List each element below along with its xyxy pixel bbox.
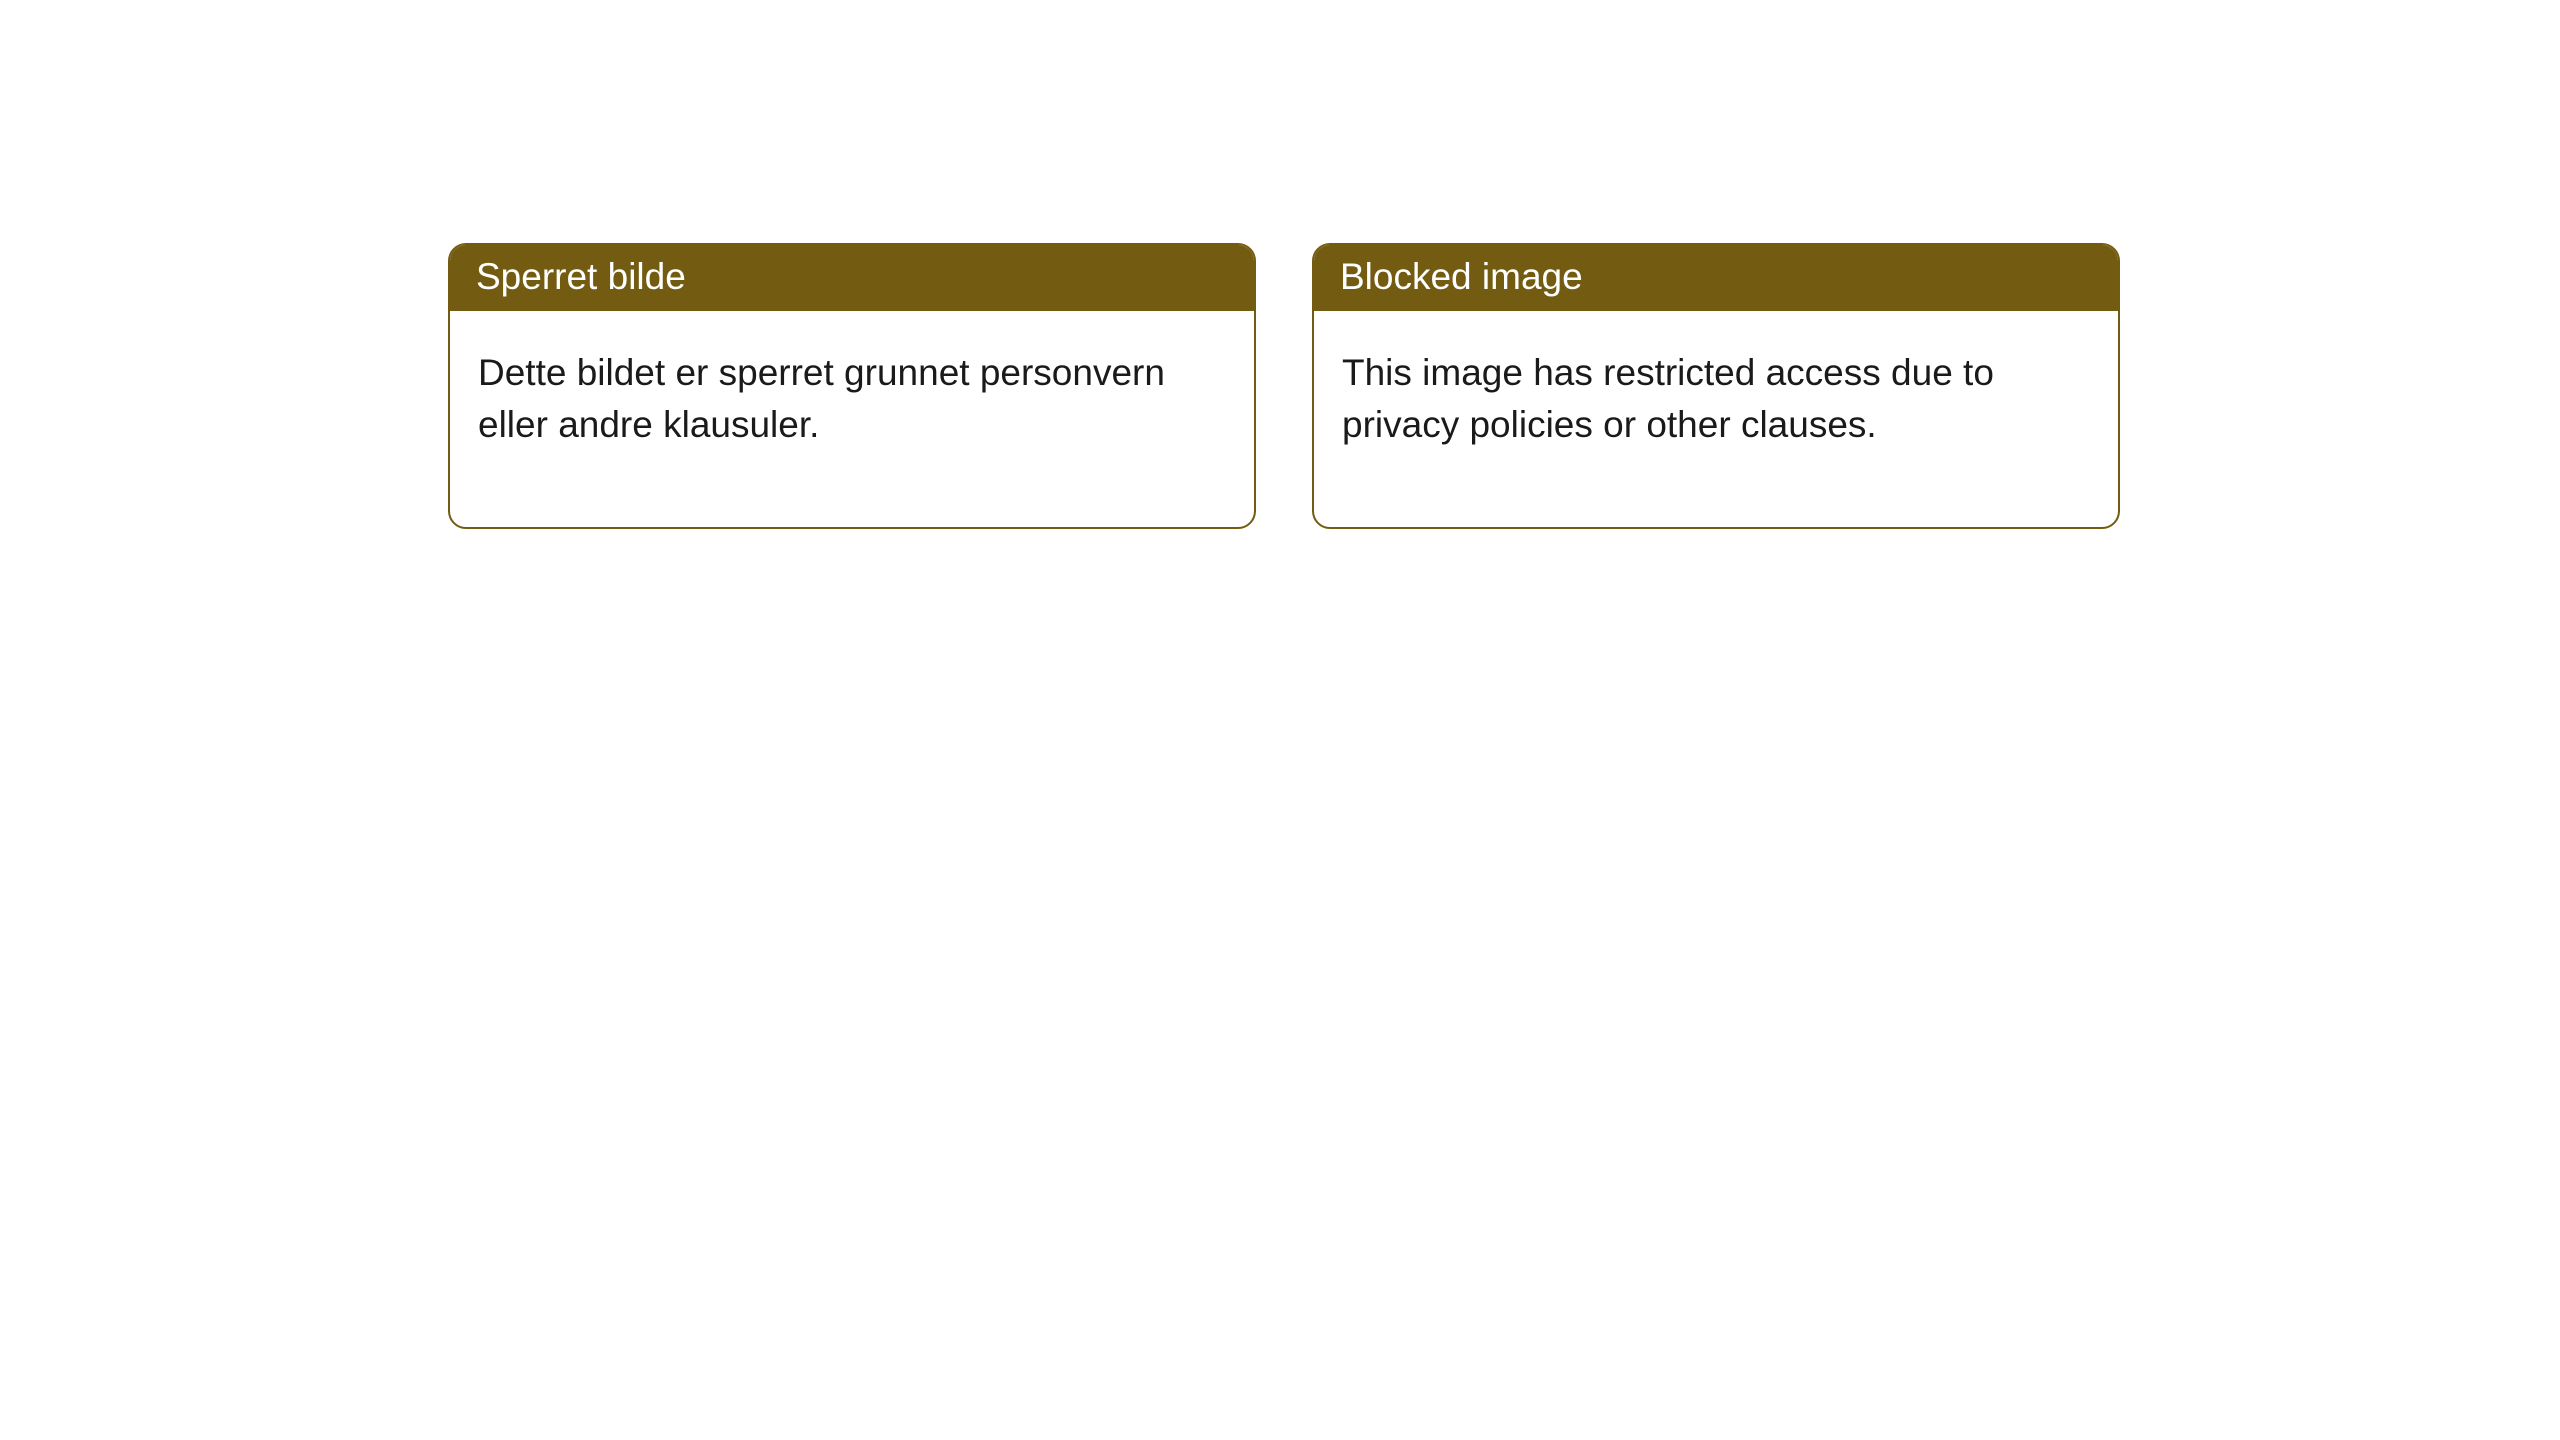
notice-header: Sperret bilde: [450, 245, 1254, 311]
notice-box-english: Blocked image This image has restricted …: [1312, 243, 2120, 529]
notice-body: This image has restricted access due to …: [1314, 311, 2118, 527]
notice-header: Blocked image: [1314, 245, 2118, 311]
notice-box-norwegian: Sperret bilde Dette bildet er sperret gr…: [448, 243, 1256, 529]
notice-body: Dette bildet er sperret grunnet personve…: [450, 311, 1254, 527]
notice-container: Sperret bilde Dette bildet er sperret gr…: [0, 0, 2560, 529]
